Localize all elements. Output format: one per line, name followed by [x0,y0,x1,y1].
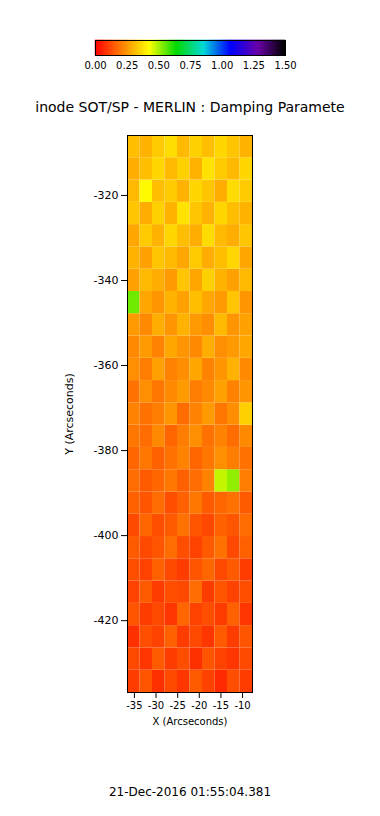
svg-text:-15: -15 [213,700,229,711]
svg-text:-380: -380 [94,444,119,457]
html-text:21-Dec-2016 01:55:04.381: 21-Dec-2016 01:55:04.381 [108,785,272,799]
svg-text:-340: -340 [94,274,119,287]
svg-text:-10: -10 [234,700,250,711]
svg-text:1.00: 1.00 [211,60,233,71]
svg-text:-360: -360 [94,359,119,372]
svg-text:-35: -35 [126,700,142,711]
svg-text:-30: -30 [148,700,164,711]
svg-text:X (Arcseconds): X (Arcseconds) [153,716,228,727]
svg-text:-25: -25 [170,700,186,711]
svg-text:0.75: 0.75 [179,60,201,71]
svg-text:1.50: 1.50 [274,60,296,71]
svg-text:-320: -320 [94,189,119,202]
svg-text:1.25: 1.25 [243,60,265,71]
html-text:inode SOT/SP - MERLIN : Dampin: inode SOT/SP - MERLIN : Damping Paramete [35,99,345,115]
svg-text:0.00: 0.00 [84,60,106,71]
svg-text:Y (Arcseconds): Y (Arcseconds) [63,373,76,456]
svg-text:-420: -420 [94,614,119,627]
svg-text:-20: -20 [191,700,207,711]
svg-text:-400: -400 [94,529,119,542]
svg-text:0.25: 0.25 [116,60,138,71]
svg-text:0.50: 0.50 [148,60,170,71]
